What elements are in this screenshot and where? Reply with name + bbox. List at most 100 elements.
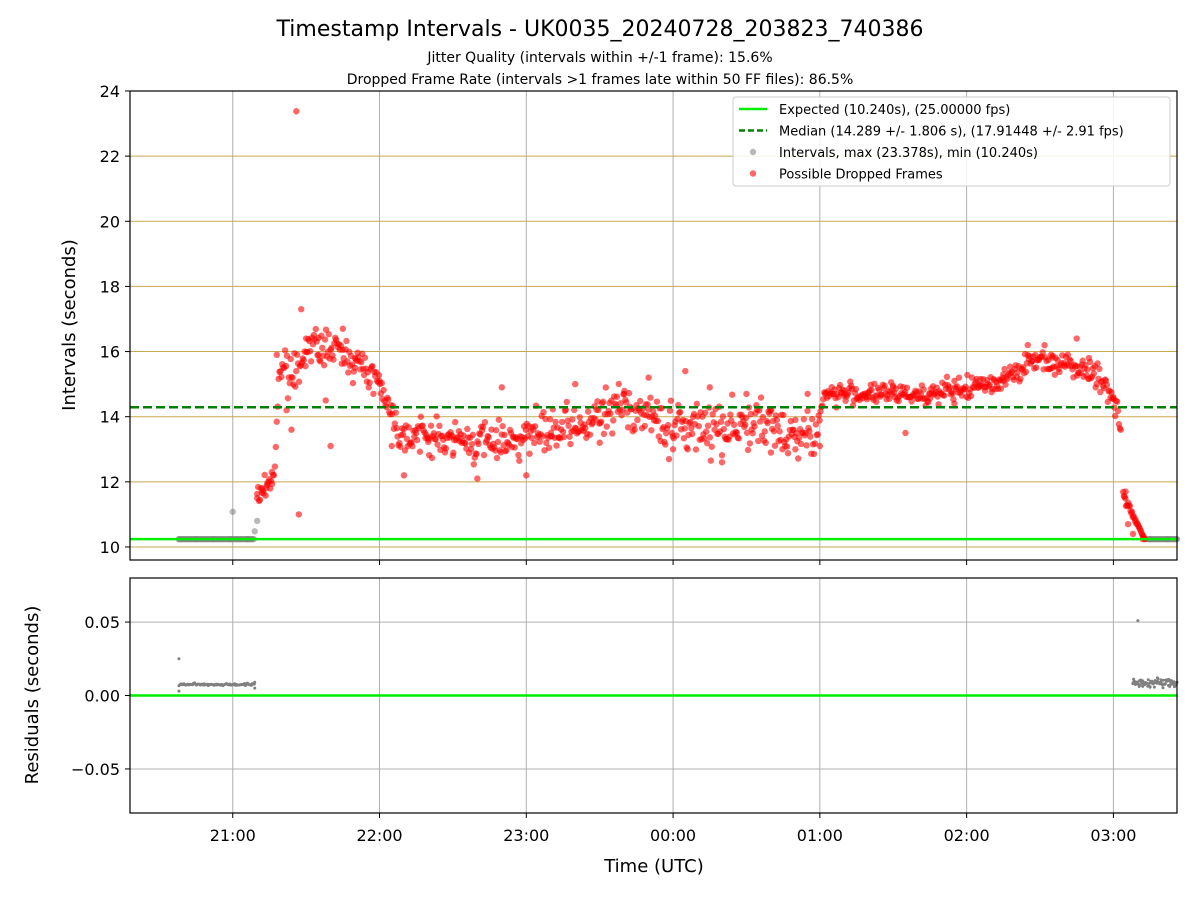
dropped-frame-point — [302, 362, 309, 370]
dropped-frame-point — [681, 425, 689, 432]
dropped-frame-point — [436, 422, 443, 430]
dropped-frame-point — [370, 390, 377, 398]
dropped-frame-point — [432, 435, 439, 443]
dropped-frame-point — [351, 354, 359, 362]
dropped-frame-point — [743, 429, 751, 436]
dropped-frame-point — [727, 411, 734, 418]
dropped-frame-point — [320, 362, 328, 369]
dropped-frame-point — [767, 449, 775, 456]
dropped-frame-point — [804, 390, 811, 398]
dropped-frame-point — [946, 384, 953, 391]
dropped-frame-point — [468, 440, 476, 448]
dropped-frame-point — [427, 422, 435, 429]
x-tick-label: 00:00 — [650, 826, 696, 845]
dropped-frame-point — [810, 450, 818, 458]
dropped-frame-point — [300, 356, 307, 364]
dropped-frame-point — [610, 417, 617, 424]
dropped-frame-point — [397, 443, 404, 450]
dropped-frame-point — [636, 397, 644, 405]
dropped-frame-point — [380, 386, 387, 394]
dropped-frame-point — [278, 373, 285, 381]
dropped-frame-point — [783, 443, 791, 450]
dropped-frame-point — [547, 433, 554, 440]
dropped-frame-point — [768, 407, 775, 414]
dropped-frame-point — [743, 390, 750, 398]
dropped-frame-point — [792, 416, 799, 424]
residual-point — [177, 657, 181, 661]
dropped-frame-point — [761, 428, 768, 435]
dropped-frame-point — [684, 446, 691, 453]
dropped-frame-point — [707, 457, 715, 464]
dropped-frame-point — [890, 384, 897, 391]
legend-marker-swatch — [749, 148, 757, 156]
dropped-frame-point — [289, 374, 296, 381]
dropped-frame-point — [258, 485, 266, 492]
interval-point — [251, 528, 258, 535]
dropped-frame-point — [631, 426, 638, 433]
dropped-frame-point — [615, 380, 623, 388]
dropped-frame-point — [449, 452, 457, 459]
dropped-frame-point — [706, 434, 714, 441]
dropped-frame-point — [492, 427, 500, 434]
dropped-frame-point — [375, 372, 383, 379]
dropped-frame-point — [935, 401, 942, 408]
dropped-frame-point — [572, 380, 579, 388]
dropped-frame-point — [1084, 366, 1091, 373]
dropped-frame-point — [409, 442, 416, 450]
dropped-frame-point — [576, 414, 583, 421]
dropped-frame-point — [665, 455, 673, 463]
dropped-frame-point — [1090, 370, 1098, 377]
dropped-frame-point — [749, 430, 756, 437]
dropped-frame-point — [735, 435, 742, 442]
dropped-frame-point — [470, 461, 477, 468]
dropped-frame-point — [293, 351, 301, 358]
dropped-frame-point — [1017, 375, 1024, 383]
dropped-frame-point — [751, 423, 758, 430]
dropped-frame-point — [702, 409, 709, 417]
dropped-frame-point — [358, 359, 365, 366]
dropped-frame-point — [582, 424, 589, 432]
dropped-frame-point — [262, 492, 269, 499]
dropped-frame-point — [425, 436, 432, 443]
dropped-frame-point — [543, 439, 550, 447]
dropped-frame-point — [868, 386, 875, 394]
residuals-panel: 21:00 22:00 23:00 00:00 01:00 02:00 03:00 −0.05… — [71, 577, 1179, 845]
dropped-frame-point — [569, 416, 576, 423]
dropped-frame-point — [967, 392, 975, 400]
dropped-frame-point — [1056, 368, 1063, 376]
residual-point — [253, 680, 257, 684]
x-tick-label: 01:00 — [797, 826, 843, 845]
dropped-frame-point — [536, 438, 543, 445]
dropped-frame-point — [997, 385, 1005, 392]
dropped-frame-point — [1113, 398, 1121, 405]
dropped-frame-point — [1114, 407, 1122, 415]
dropped-frame-point — [417, 413, 425, 420]
bottom-y-axis-label: Residuals (seconds) — [22, 606, 43, 785]
dropped-frame-point — [607, 410, 614, 417]
dropped-frame-point — [553, 442, 560, 449]
dropped-frame-point — [469, 431, 477, 439]
dropped-frame-point — [744, 446, 752, 454]
dropped-frame-point — [433, 413, 440, 420]
dropped-frame-point — [624, 424, 632, 431]
dropped-frame-point — [634, 416, 641, 424]
residual-point — [1141, 684, 1145, 688]
dropped-frame-point — [647, 394, 654, 401]
dropped-frame-point — [709, 410, 716, 418]
dropped-frame-point — [816, 442, 824, 450]
interval-point — [229, 508, 236, 515]
chart-subtitle-jitter: Jitter Quality (intervals within +/-1 fr… — [426, 50, 772, 66]
dropped-frame-point — [268, 480, 276, 488]
dropped-frame-point — [949, 390, 956, 397]
dropped-frame-point — [319, 344, 326, 352]
dropped-frame-point — [442, 445, 450, 452]
bottom-plot-frame — [129, 577, 1178, 814]
dropped-frame-point — [618, 412, 625, 419]
dropped-frame-point — [493, 454, 501, 462]
dropped-frame-point — [1122, 488, 1129, 495]
dropped-frame-point — [567, 440, 574, 448]
top-y-tick-label: 16 — [100, 343, 120, 362]
dropped-frame-point — [964, 371, 971, 379]
dropped-frame-point — [895, 397, 902, 405]
x-tick-label: 23:00 — [503, 826, 549, 845]
